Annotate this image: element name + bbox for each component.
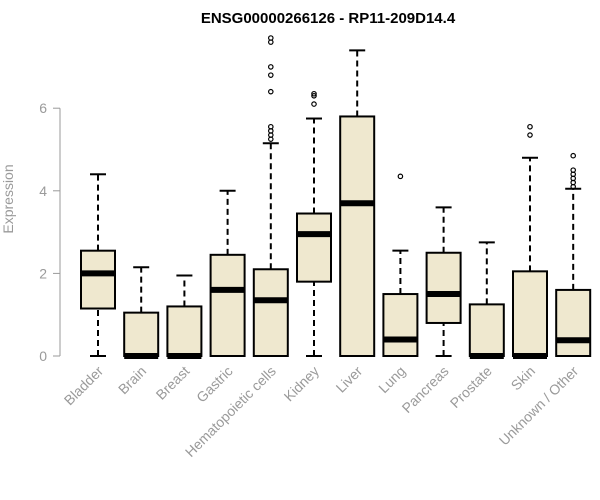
outlier-point <box>570 167 577 173</box>
outlier-point <box>311 90 317 97</box>
outlier-point <box>570 152 577 159</box>
y-tick-label: 2 <box>39 265 47 281</box>
box-body <box>252 268 289 357</box>
x-category-label: Gastric <box>193 363 236 406</box>
box-hematopoietic-cells <box>252 35 289 357</box>
outlier-point <box>267 35 274 41</box>
y-axis-label: Expression <box>0 164 16 233</box>
x-category-label: Liver <box>333 363 366 396</box>
outlier-point <box>267 88 274 95</box>
box-body <box>555 288 592 358</box>
box-brain <box>123 266 160 359</box>
x-category-label: Breast <box>153 363 193 403</box>
y-tick-label: 6 <box>39 100 47 116</box>
box-gastric <box>209 189 246 357</box>
boxes-group <box>80 35 592 359</box>
outlier-point <box>267 123 274 130</box>
box-body <box>339 115 376 357</box>
box-breast <box>166 274 203 359</box>
y-tick-label: 4 <box>39 183 47 199</box>
x-category-label: Brain <box>115 363 149 397</box>
x-category-label: Bladder <box>61 363 107 409</box>
x-category-label: Kidney <box>281 363 323 405</box>
y-tick-label: 0 <box>39 348 47 364</box>
box-body <box>166 305 203 358</box>
outlier-point <box>311 101 317 107</box>
box-pancreas <box>425 206 462 357</box>
outlier-point <box>311 93 317 99</box>
box-body <box>123 311 160 358</box>
y-axis: 0 2 4 6 <box>39 100 61 364</box>
box-body <box>382 293 419 357</box>
box-bladder <box>80 173 116 357</box>
box-body <box>296 212 332 283</box>
x-category-label: Unknown / Other <box>496 363 582 449</box>
chart-title: ENSG00000266126 - RP11-209D14.4 <box>201 10 456 27</box>
outlier-point <box>527 123 533 130</box>
outlier-point <box>527 132 533 138</box>
box-prostate <box>468 241 505 359</box>
box-liver <box>339 49 376 357</box>
x-category-label: Pancreas <box>399 363 452 416</box>
x-category-label: Prostate <box>447 363 495 411</box>
outlier-point <box>397 173 404 180</box>
box-skin <box>512 123 548 359</box>
box-body <box>512 270 548 357</box>
box-body <box>425 251 462 324</box>
box-kidney <box>296 90 332 357</box>
box-unknown-other <box>555 152 592 358</box>
x-category-label: Lung <box>375 363 408 396</box>
x-category-label: Skin <box>508 363 539 394</box>
outlier-point <box>267 72 274 78</box>
box-body <box>209 253 246 357</box>
box-lung <box>382 173 419 357</box>
box-body <box>80 249 116 310</box>
box-body <box>468 303 505 357</box>
outlier-point <box>267 64 274 70</box>
